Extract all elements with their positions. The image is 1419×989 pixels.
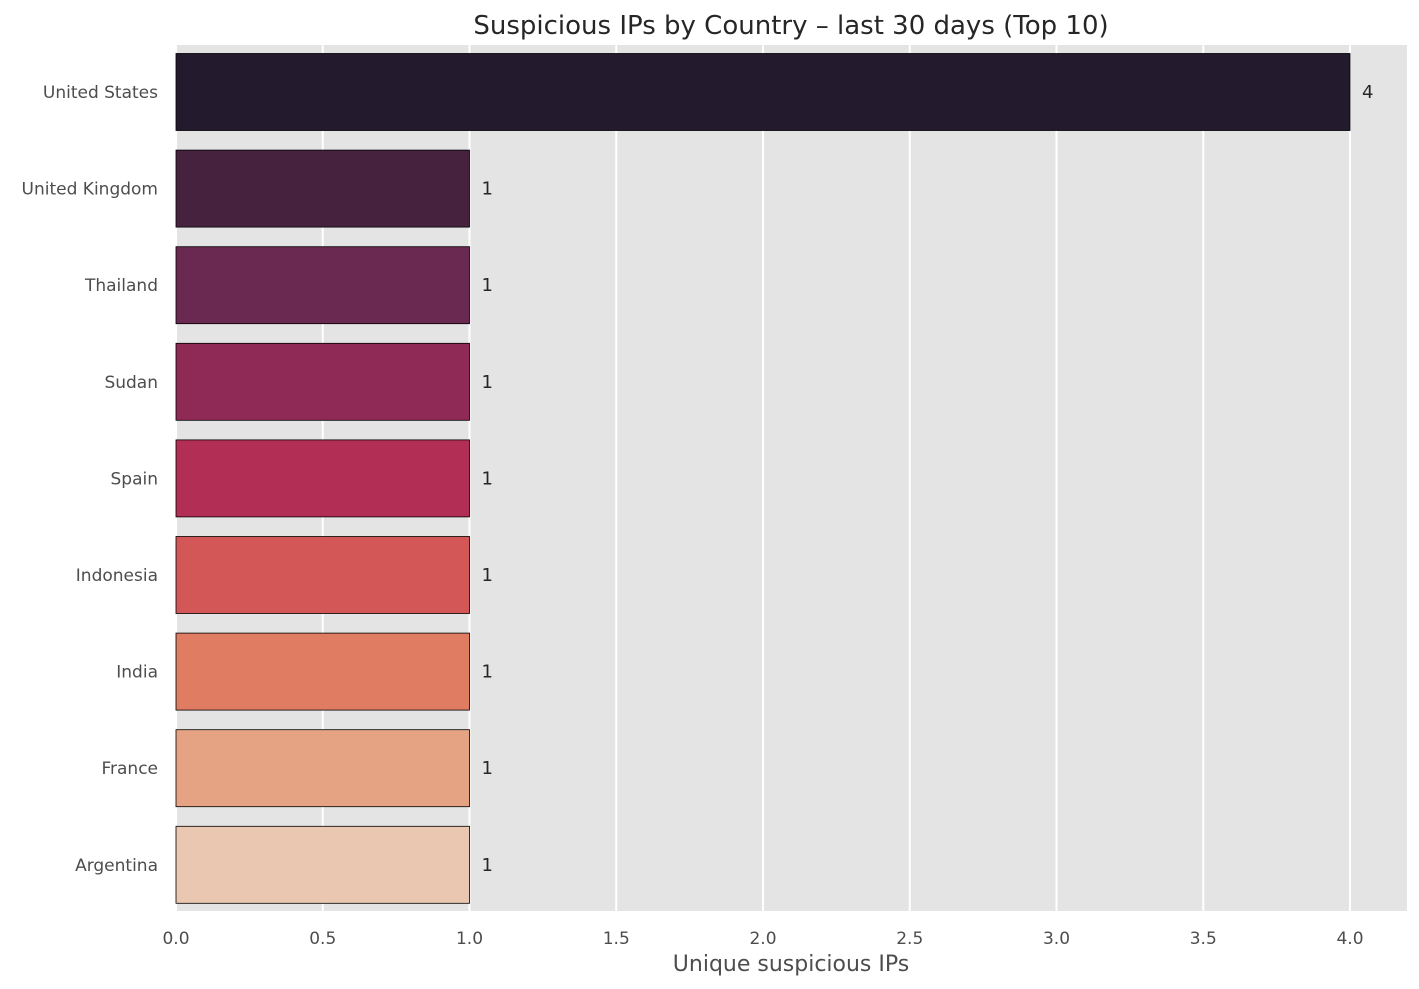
x-tick-label: 2.5 (896, 929, 923, 949)
bar (175, 53, 1351, 131)
x-tick-label: 1.5 (603, 929, 630, 949)
x-tick-label: 1.0 (456, 929, 483, 949)
bar-value-label: 1 (482, 468, 493, 489)
bar-value-label: 4 (1362, 82, 1373, 103)
bar (175, 729, 470, 808)
x-axis-label: Unique suspicious IPs (673, 952, 909, 977)
value-labels: 4 1 1 1 1 1 1 1 1 (482, 82, 1374, 876)
x-axis-tick-labels: 0.0 0.5 1.0 1.5 2.0 2.5 3.0 3.5 4.0 (162, 929, 1363, 949)
y-tick-label: France (101, 759, 158, 779)
x-tick-label: 3.5 (1190, 929, 1217, 949)
chart-title: Suspicious IPs by Country – last 30 days… (473, 11, 1108, 41)
bar (175, 342, 470, 421)
bar-value-label: 1 (482, 275, 493, 296)
x-tick-label: 0.0 (162, 929, 189, 949)
x-tick-label: 4.0 (1336, 929, 1363, 949)
bar-value-label: 1 (482, 565, 493, 586)
bars (175, 53, 1351, 904)
x-tick-label: 3.0 (1043, 929, 1070, 949)
bar (175, 536, 470, 614)
bar-value-label: 1 (482, 758, 493, 779)
y-tick-label: Thailand (84, 276, 158, 296)
x-tick-label: 2.0 (749, 929, 776, 949)
bar-value-label: 1 (482, 179, 493, 200)
bar-value-label: 1 (482, 372, 493, 393)
x-tick-label: 0.5 (309, 929, 336, 949)
y-tick-label: Indonesia (76, 566, 158, 586)
y-axis-tick-labels: United States United Kingdom Thailand Sudan… (22, 83, 159, 876)
y-tick-label: India (116, 663, 158, 683)
y-tick-label: Argentina (75, 856, 158, 876)
bar (175, 439, 470, 518)
bar (175, 149, 470, 228)
y-tick-label: Sudan (104, 373, 158, 393)
bar (175, 632, 470, 711)
bar-value-label: 1 (482, 855, 493, 876)
y-tick-label: Spain (111, 469, 159, 489)
bar (175, 825, 470, 904)
y-tick-label: United Kingdom (22, 180, 158, 200)
y-tick-label: United States (43, 83, 158, 103)
bar (175, 246, 470, 325)
bar-value-label: 1 (482, 662, 493, 683)
